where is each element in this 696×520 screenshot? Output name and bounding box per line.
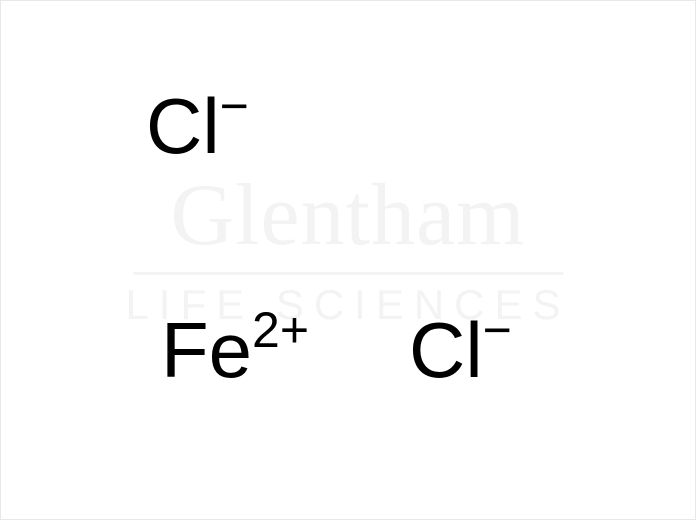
ion-chloride-right: Cl− (409, 311, 512, 389)
ion-charge: − (220, 81, 249, 131)
ion-base: Cl (146, 87, 220, 165)
watermark-top-text: Glentham (125, 165, 570, 266)
structure-canvas: Glentham LIFE SCIENCES Cl− Fe2+ Cl− (0, 0, 696, 520)
ion-base: Fe (161, 311, 252, 389)
ion-charge: − (483, 305, 512, 355)
ion-chloride-top: Cl− (146, 87, 249, 165)
watermark-rule (133, 272, 563, 275)
ion-iron: Fe2+ (161, 311, 309, 389)
ion-base: Cl (409, 311, 483, 389)
ion-charge: 2+ (252, 305, 309, 355)
